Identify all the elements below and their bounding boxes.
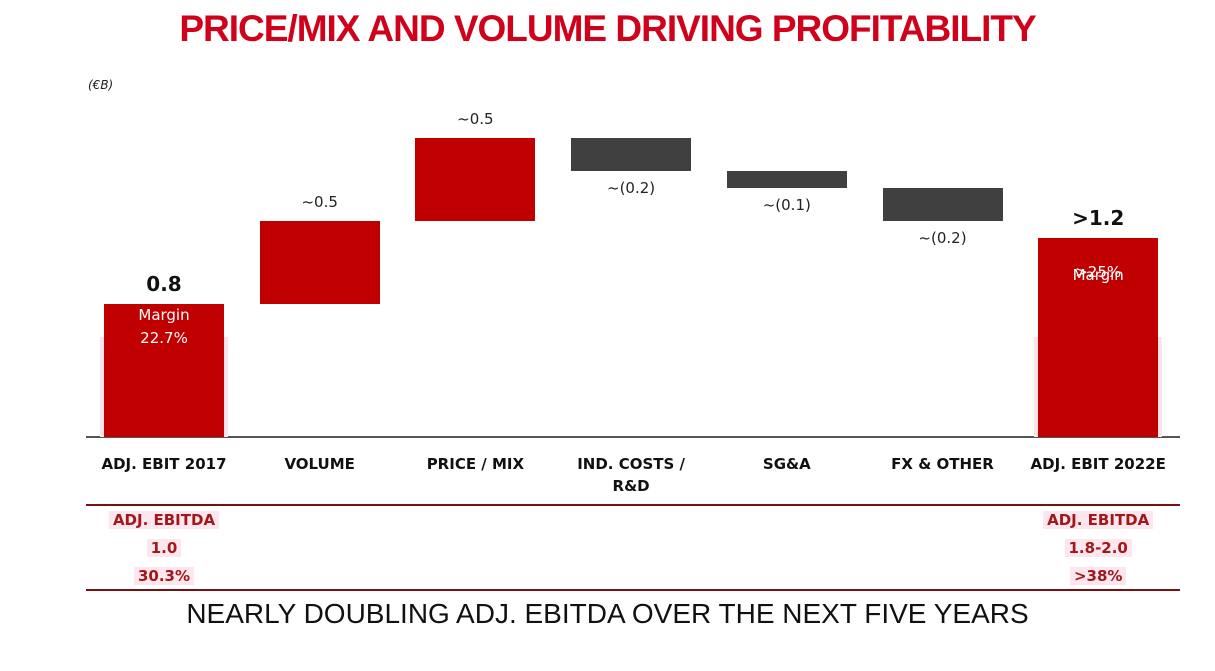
ebitda-margin-text: 30.3% (133, 567, 195, 585)
total-bar (1038, 237, 1159, 437)
ebitda-value-text: 1.0 (146, 539, 182, 557)
x-tick-label: PRICE / MIX (426, 455, 525, 473)
bar (571, 138, 692, 172)
ebitda-value: 1.0 (89, 534, 239, 562)
ebitda-value-text: 1.8-2.0 (1064, 539, 1132, 557)
annotation-value: 22.7% (140, 329, 188, 348)
divider (86, 589, 1180, 591)
bar (415, 138, 536, 222)
ebitda-margin: 30.3% (89, 562, 239, 590)
unit-label: (€B) (88, 78, 114, 92)
x-tick-label: VOLUME (284, 455, 355, 473)
value-label: >1.2 (1072, 205, 1125, 230)
ebitda-value: 1.8-2.0 (1023, 534, 1173, 562)
bar (726, 171, 847, 188)
divider (86, 504, 1180, 506)
ebitda-margin-text: >38% (1069, 567, 1127, 585)
x-tick-label: ADJ. EBIT 2017 (101, 455, 227, 473)
bar (882, 187, 1003, 222)
x-tick-label: SG&A (762, 455, 811, 473)
value-label: ~0.5 (457, 110, 494, 128)
ebitda-title-text: ADJ. EBITDA (1043, 511, 1154, 529)
ebitda-title: ADJ. EBITDA (89, 506, 239, 534)
bar (259, 221, 380, 305)
value-label: ~(0.2) (918, 229, 967, 248)
x-tick-label: ADJ. EBIT 2022E (1030, 455, 1166, 473)
baseline (86, 436, 1180, 438)
value-label: ~(0.2) (607, 179, 656, 198)
ebitda-margin: >38% (1023, 562, 1173, 590)
subtitle: NEARLY DOUBLING ADJ. EBITDA OVER THE NEX… (186, 598, 1029, 629)
value-label: ~(0.1) (762, 195, 811, 214)
annotation-label: Margin (138, 306, 190, 325)
annotation-label: Margin (1072, 265, 1124, 284)
ebitda-title-text: ADJ. EBITDA (108, 511, 220, 529)
value-label: ~0.5 (301, 193, 338, 212)
annotation-value: >25% (1075, 262, 1122, 281)
x-tick-label: IND. COSTS / R&D (577, 455, 685, 495)
x-tick-label: FX & OTHER (891, 455, 994, 473)
ebitda-title: ADJ. EBITDA (1023, 506, 1173, 534)
chart-title: PRICE/MIX AND VOLUME DRIVING PROFITABILI… (179, 8, 1036, 49)
value-label: 0.8 (146, 272, 182, 297)
total-bar (104, 304, 224, 437)
